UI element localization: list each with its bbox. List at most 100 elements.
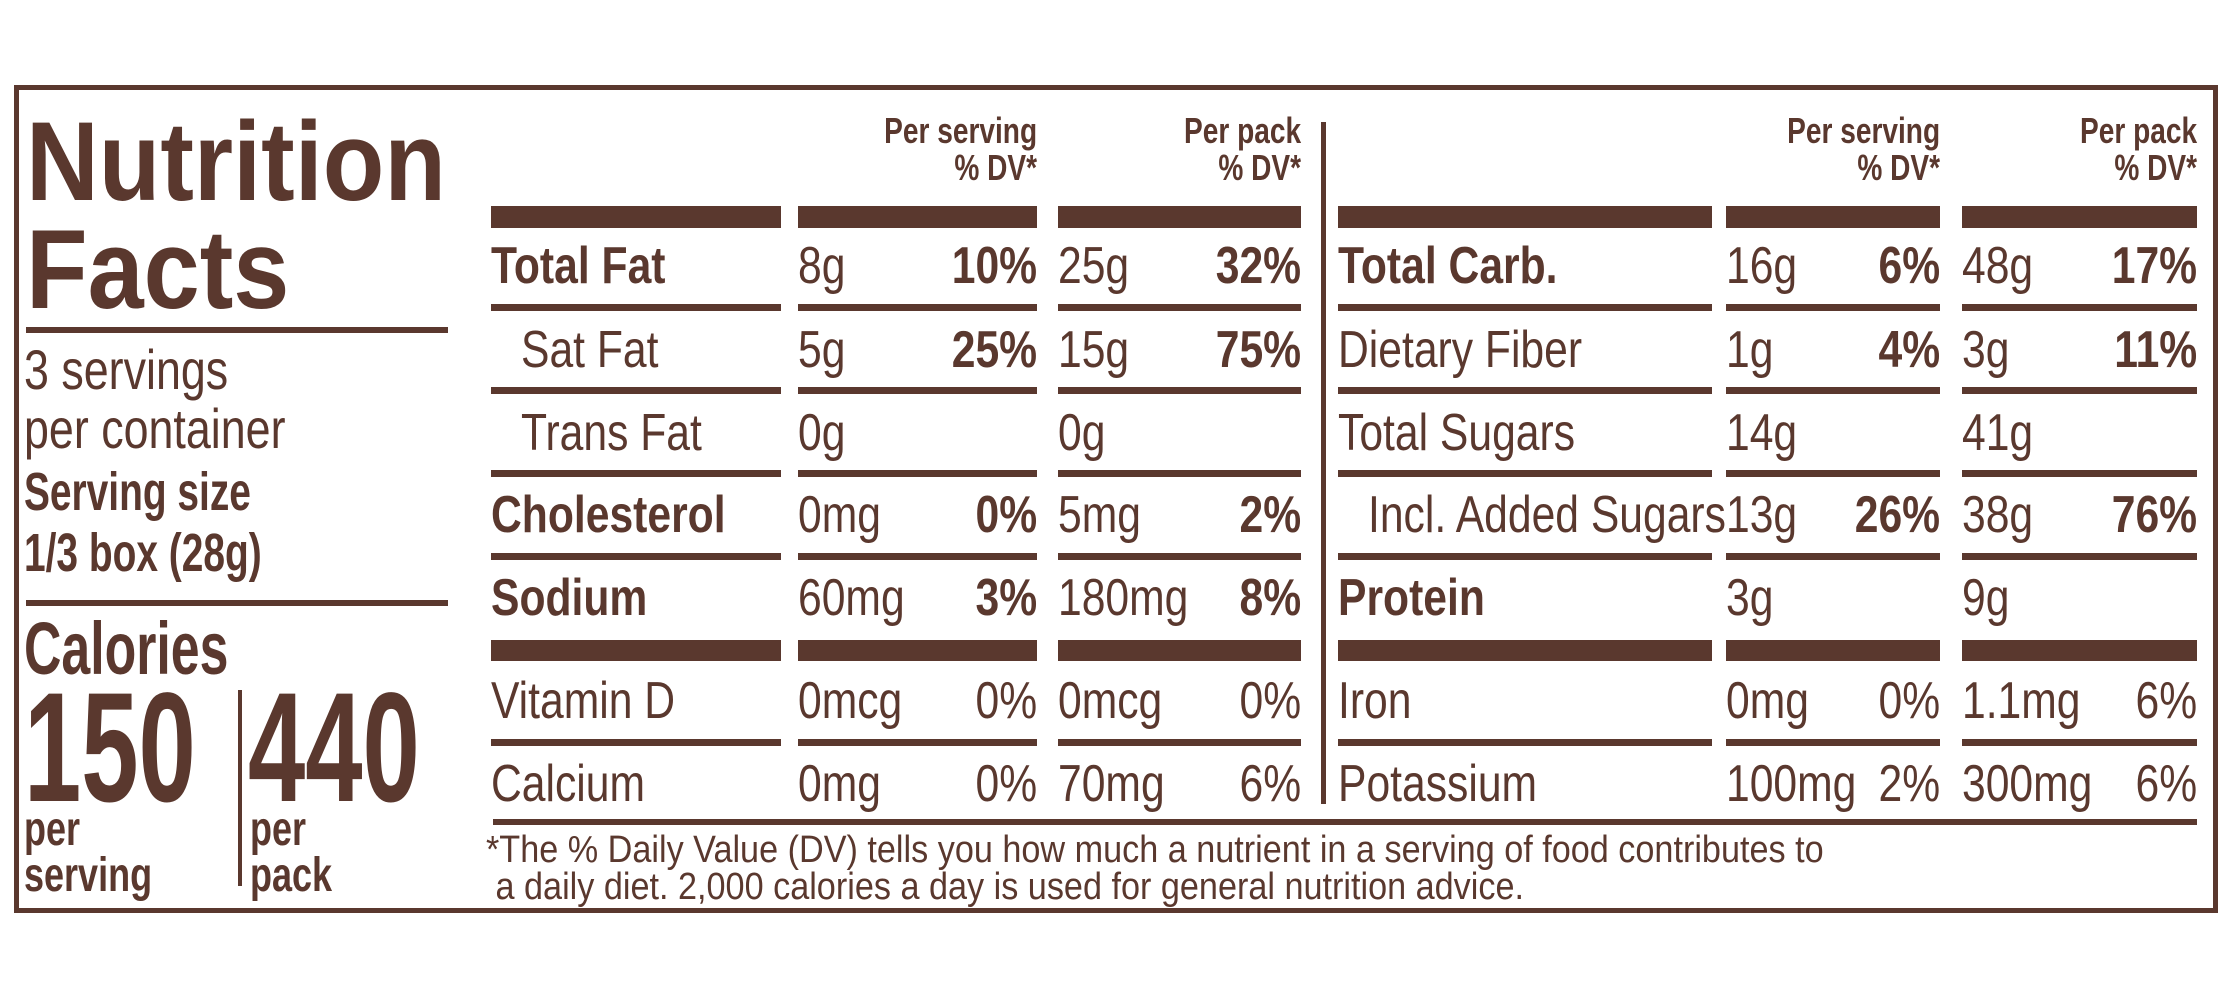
header-left-per-serving: Per serving% DV* — [884, 110, 1037, 188]
right-vitamin-nutrient-name: Iron — [1338, 672, 1412, 730]
right-thick-bar — [1338, 640, 1712, 661]
footnote-line1: *The % Daily Value (DV) tells you how mu… — [486, 829, 1824, 871]
left-vitamin-pack-dv: 0% — [1239, 672, 1301, 730]
left-row-rule — [1058, 470, 1301, 477]
left-pack-amount: 15g — [1058, 321, 1130, 379]
calories-per-pack-line1: per — [250, 803, 307, 856]
left-row-rule — [798, 739, 1037, 746]
left-serving-amount: 60mg — [798, 569, 905, 627]
right-serving-amount: 1g — [1726, 321, 1774, 379]
footnote-rule — [493, 819, 2197, 825]
right-serving-dv: 6% — [1878, 237, 1940, 295]
left-thick-bar — [491, 640, 781, 661]
right-pack-dv: 76% — [2111, 486, 2197, 544]
left-serving-amount: 0mg — [798, 486, 881, 544]
left-vitamin-pack-amount: 70mg — [1058, 755, 1165, 813]
left-pack-dv: 8% — [1239, 569, 1301, 627]
right-thick-bar — [1726, 640, 1940, 661]
left-thick-bar — [491, 206, 781, 228]
right-row-rule — [1338, 470, 1712, 477]
left-pack-amount: 0g — [1058, 404, 1106, 462]
right-pack-amount: 9g — [1962, 569, 2010, 627]
calories-per-serving-line1: per — [24, 803, 81, 856]
right-thick-bar — [1962, 206, 2197, 228]
left-pack-dv: 32% — [1215, 237, 1301, 295]
right-serving-dv: 4% — [1878, 321, 1940, 379]
left-vitamin-serving-amount: 0mcg — [798, 672, 903, 730]
right-row-rule — [1338, 304, 1712, 311]
right-vitamin-serving-dv: 2% — [1878, 755, 1940, 813]
right-vitamin-pack-dv: 6% — [2135, 672, 2197, 730]
divider — [26, 327, 448, 333]
right-row-rule — [1726, 553, 1940, 560]
left-thick-bar — [798, 640, 1037, 661]
header-right-per-serving: Per serving% DV* — [1787, 110, 1940, 188]
left-pack-dv: 75% — [1215, 321, 1301, 379]
center-divider — [1321, 122, 1326, 804]
divider — [26, 600, 448, 606]
right-row-rule — [1338, 553, 1712, 560]
header-left-per-pack: Per pack% DV* — [1183, 110, 1301, 188]
right-row-rule — [1726, 387, 1940, 394]
left-serving-dv: 25% — [951, 321, 1037, 379]
right-pack-dv — [1962, 572, 2197, 624]
left-row-rule — [491, 387, 781, 394]
right-serving-dv: 26% — [1854, 486, 1940, 544]
right-row-rule — [1726, 304, 1940, 311]
left-pack-dv — [1058, 407, 1301, 459]
calories-per-serving: 150 — [24, 661, 196, 835]
right-row-rule — [1962, 553, 2197, 560]
right-pack-dv: 17% — [2111, 237, 2197, 295]
left-row-rule — [1058, 553, 1301, 560]
servings-line1: 3 servings — [24, 338, 229, 401]
calories-divider — [238, 690, 242, 886]
left-vitamin-serving-dv: 0% — [975, 755, 1037, 813]
right-vitamin-serving-amount: 0mg — [1726, 672, 1809, 730]
right-thick-bar — [1962, 640, 2197, 661]
left-row-rule — [1058, 387, 1301, 394]
left-pack-amount: 180mg — [1058, 569, 1189, 627]
left-serving-dv — [798, 407, 1037, 459]
right-pack-dv: 11% — [2114, 321, 2197, 379]
right-serving-dv — [1726, 407, 1940, 459]
left-row-rule — [491, 739, 781, 746]
left-vitamin-serving-amount: 0mg — [798, 755, 881, 813]
left-nutrient-name: Cholesterol — [491, 486, 726, 544]
right-serving-amount: 13g — [1726, 486, 1798, 544]
left-serving-dv: 0% — [975, 486, 1037, 544]
right-nutrient-name: Incl. Added Sugars — [1368, 486, 1726, 544]
servings-line2: per container — [24, 397, 286, 460]
right-serving-amount: 14g — [1726, 404, 1798, 462]
right-serving-dv — [1726, 572, 1940, 624]
calories-per-pack: 440 — [248, 661, 420, 835]
left-nutrient-name: Sodium — [491, 569, 648, 627]
footnote-line2: a daily diet. 2,000 calories a day is us… — [486, 866, 1525, 908]
left-serving-amount: 5g — [798, 321, 846, 379]
left-row-rule — [798, 304, 1037, 311]
left-serving-dv: 10% — [951, 237, 1037, 295]
right-vitamin-serving-amount: 100mg — [1726, 755, 1857, 813]
left-nutrient-name: Sat Fat — [521, 321, 659, 379]
right-nutrient-name: Total Carb. — [1338, 237, 1558, 295]
header-right-per-pack: Per pack% DV* — [2079, 110, 2197, 188]
right-vitamin-pack-amount: 300mg — [1962, 755, 2093, 813]
right-serving-amount: 3g — [1726, 569, 1774, 627]
left-row-rule — [1058, 304, 1301, 311]
right-row-rule — [1962, 304, 2197, 311]
left-vitamin-pack-dv: 6% — [1239, 755, 1301, 813]
left-vitamin-serving-dv: 0% — [975, 672, 1037, 730]
right-vitamin-serving-dv: 0% — [1878, 672, 1940, 730]
left-serving-dv: 3% — [975, 569, 1037, 627]
left-row-rule — [491, 553, 781, 560]
right-vitamin-pack-dv: 6% — [2135, 755, 2197, 813]
left-pack-amount: 25g — [1058, 237, 1130, 295]
right-pack-dv — [1962, 407, 2197, 459]
left-vitamin-nutrient-name: Calcium — [491, 755, 646, 813]
right-nutrient-name: Dietary Fiber — [1338, 321, 1583, 379]
right-row-rule — [1338, 387, 1712, 394]
left-vitamin-pack-amount: 0mcg — [1058, 672, 1163, 730]
right-vitamin-pack-amount: 1.1mg — [1962, 672, 2081, 730]
label-border — [14, 85, 2218, 913]
serving-size-label: Serving size — [24, 462, 251, 522]
title-line1: Nutrition — [26, 99, 446, 224]
